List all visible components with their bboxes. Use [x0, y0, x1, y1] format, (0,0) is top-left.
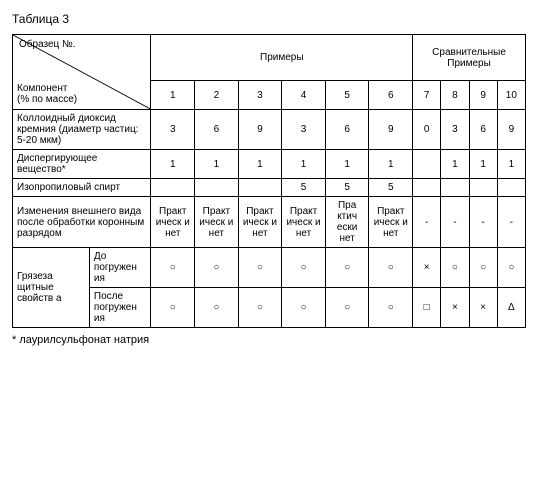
cell: - — [441, 197, 469, 248]
col-num: 2 — [195, 81, 239, 110]
table-row: Грязеза щитные свойств а До погружен ия … — [13, 248, 526, 288]
cell — [413, 179, 441, 197]
cell — [195, 179, 239, 197]
cell — [413, 150, 441, 179]
cell: 1 — [469, 150, 497, 179]
cell: 6 — [325, 110, 369, 150]
cell: 3 — [441, 110, 469, 150]
cell — [469, 179, 497, 197]
cell: ○ — [325, 288, 369, 328]
cell: ○ — [238, 288, 282, 328]
cell: ○ — [195, 288, 239, 328]
row-label-appearance: Изменения внешнего вида после обработки … — [13, 197, 151, 248]
col-num: 1 — [151, 81, 195, 110]
cell: Пра ктич ески нет — [325, 197, 369, 248]
table-row: Изменения внешнего вида после обработки … — [13, 197, 526, 248]
cell: Практ ическ и нет — [238, 197, 282, 248]
cell: 9 — [238, 110, 282, 150]
cell: 1 — [497, 150, 525, 179]
col-num: 6 — [369, 81, 413, 110]
cell — [151, 179, 195, 197]
cell: 1 — [282, 150, 326, 179]
cell: 6 — [469, 110, 497, 150]
row-label-dirt-group: Грязеза щитные свойств а — [13, 248, 90, 328]
cell: - — [469, 197, 497, 248]
row-label-ipa: Изопропиловый спирт — [13, 179, 151, 197]
cell: Δ — [497, 288, 525, 328]
cell: Практ ическ и нет — [282, 197, 326, 248]
cell: 5 — [282, 179, 326, 197]
data-table: Образец №. Компонент (% по массе) Пример… — [12, 34, 526, 328]
cell: □ — [413, 288, 441, 328]
cell: - — [413, 197, 441, 248]
col-num: 7 — [413, 81, 441, 110]
cell: ○ — [282, 288, 326, 328]
cell: 9 — [369, 110, 413, 150]
cell: 3 — [282, 110, 326, 150]
row-label-after: После погружен ия — [89, 288, 151, 328]
table-row: После погружен ия ○ ○ ○ ○ ○ ○ □ × × Δ — [13, 288, 526, 328]
cell: ○ — [369, 248, 413, 288]
cell: ○ — [497, 248, 525, 288]
diag-top-label: Образец №. — [19, 39, 76, 50]
table-row: Коллоидный диоксид кремния (диаметр част… — [13, 110, 526, 150]
table-caption: Таблица 3 — [12, 12, 526, 26]
footnote: * лаурилсульфонат натрия — [12, 334, 526, 346]
cell: ○ — [325, 248, 369, 288]
col-num: 10 — [497, 81, 525, 110]
col-num: 4 — [282, 81, 326, 110]
col-num: 9 — [469, 81, 497, 110]
col-num: 5 — [325, 81, 369, 110]
cell — [238, 179, 282, 197]
cell: 5 — [325, 179, 369, 197]
cell: 1 — [441, 150, 469, 179]
cell: Практ ическ и нет — [369, 197, 413, 248]
cell: ○ — [195, 248, 239, 288]
diagonal-header: Образец №. Компонент (% по массе) — [13, 35, 151, 110]
cell — [497, 179, 525, 197]
cell: - — [497, 197, 525, 248]
cell: Практ ическ и нет — [195, 197, 239, 248]
cell: ○ — [441, 248, 469, 288]
cell: 1 — [151, 150, 195, 179]
cell: 5 — [369, 179, 413, 197]
col-num: 3 — [238, 81, 282, 110]
row-label-before: До погружен ия — [89, 248, 151, 288]
cell: ○ — [369, 288, 413, 328]
cell: × — [413, 248, 441, 288]
cell: 1 — [238, 150, 282, 179]
col-num: 8 — [441, 81, 469, 110]
table-row: Диспергирующее вещество* 1 1 1 1 1 1 1 1… — [13, 150, 526, 179]
table-row: Изопропиловый спирт 5 5 5 — [13, 179, 526, 197]
cell: ○ — [282, 248, 326, 288]
cell: ○ — [469, 248, 497, 288]
cell: × — [441, 288, 469, 328]
group-primary: Примеры — [151, 35, 413, 81]
row-label-dispersant: Диспергирующее вещество* — [13, 150, 151, 179]
cell: ○ — [151, 248, 195, 288]
diag-bottom-label: Компонент (% по массе) — [17, 83, 77, 105]
cell: × — [469, 288, 497, 328]
row-label-silica: Коллоидный диоксид кремния (диаметр част… — [13, 110, 151, 150]
cell: 0 — [413, 110, 441, 150]
cell: ○ — [151, 288, 195, 328]
group-comparative: Сравнительные Примеры — [413, 35, 526, 81]
cell: 6 — [195, 110, 239, 150]
cell: 3 — [151, 110, 195, 150]
cell: Практ ическ и нет — [151, 197, 195, 248]
cell: 1 — [325, 150, 369, 179]
cell: 9 — [497, 110, 525, 150]
cell: 1 — [195, 150, 239, 179]
cell — [441, 179, 469, 197]
cell: ○ — [238, 248, 282, 288]
cell: 1 — [369, 150, 413, 179]
